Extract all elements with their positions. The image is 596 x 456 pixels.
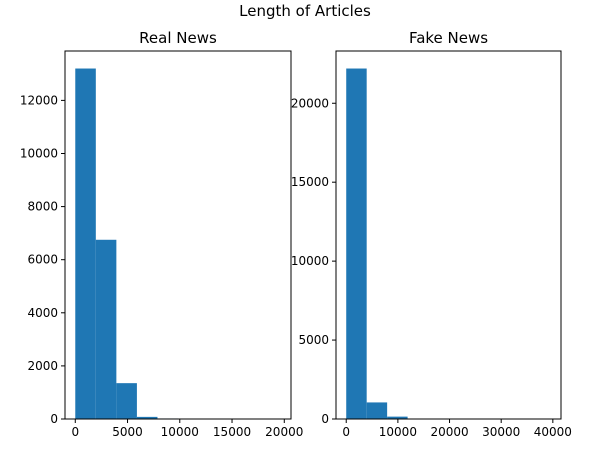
real-news-bar <box>95 239 117 419</box>
fake-news-axes-frame <box>335 50 562 420</box>
real-news-x-tick-label: 15000 <box>213 425 251 439</box>
real-news-y-tick-label: 2000 <box>27 359 58 373</box>
fake-news-x-tick-label: 30000 <box>482 425 520 439</box>
fake-news-bar <box>387 416 408 419</box>
fake-news-bar <box>366 402 388 419</box>
real-news-x-tick-label: 0 <box>71 425 79 439</box>
fake-news-x-tick-label: 10000 <box>379 425 417 439</box>
figure-suptitle: Length of Articles <box>239 2 371 20</box>
real-news-bar <box>75 68 96 420</box>
fake-news-bar <box>346 68 367 420</box>
fake-news-chart: 0 10000 20000 30000 40000 0 5000 10000 15000 2000… <box>291 29 572 439</box>
fake-news-y-tick-label: 5000 <box>298 333 329 347</box>
subplots: 0 5000 10000 15000 20000 0 2000 4000 6000 8000 100… <box>20 29 572 439</box>
real-news-bar <box>116 383 137 419</box>
fake-news-x-tick-label: 40000 <box>534 425 572 439</box>
real-news-chart: 0 5000 10000 15000 20000 0 2000 4000 6000 8000 100… <box>20 29 304 439</box>
fake-news-y-tick-label: 10000 <box>291 254 329 268</box>
real-news-x-tick-label: 5000 <box>112 425 143 439</box>
real-news-y-tick-label: 8000 <box>27 200 58 214</box>
real-news-y-tick-label: 0 <box>50 412 58 426</box>
real-news-y-tick-label: 4000 <box>27 306 58 320</box>
fake-news-x-tick-label: 0 <box>342 425 350 439</box>
real-news-y-tick-label: 10000 <box>20 146 58 160</box>
real-news-bar <box>136 416 158 419</box>
real-news-x-tick-label: 10000 <box>161 425 199 439</box>
real-news-title: Real News <box>139 29 217 47</box>
real-news-axes-frame <box>64 50 292 420</box>
real-news-y-tick-label: 6000 <box>27 253 58 267</box>
real-news-x-tick-label: 20000 <box>265 425 303 439</box>
fake-news-x-tick-label: 20000 <box>430 425 468 439</box>
fake-news-y-tick-label: 0 <box>321 412 329 426</box>
fake-news-y-tick-label: 15000 <box>291 175 329 189</box>
real-news-y-tick-label: 12000 <box>20 93 58 107</box>
fake-news-title: Fake News <box>409 29 488 47</box>
fake-news-y-tick-label: 20000 <box>291 96 329 110</box>
